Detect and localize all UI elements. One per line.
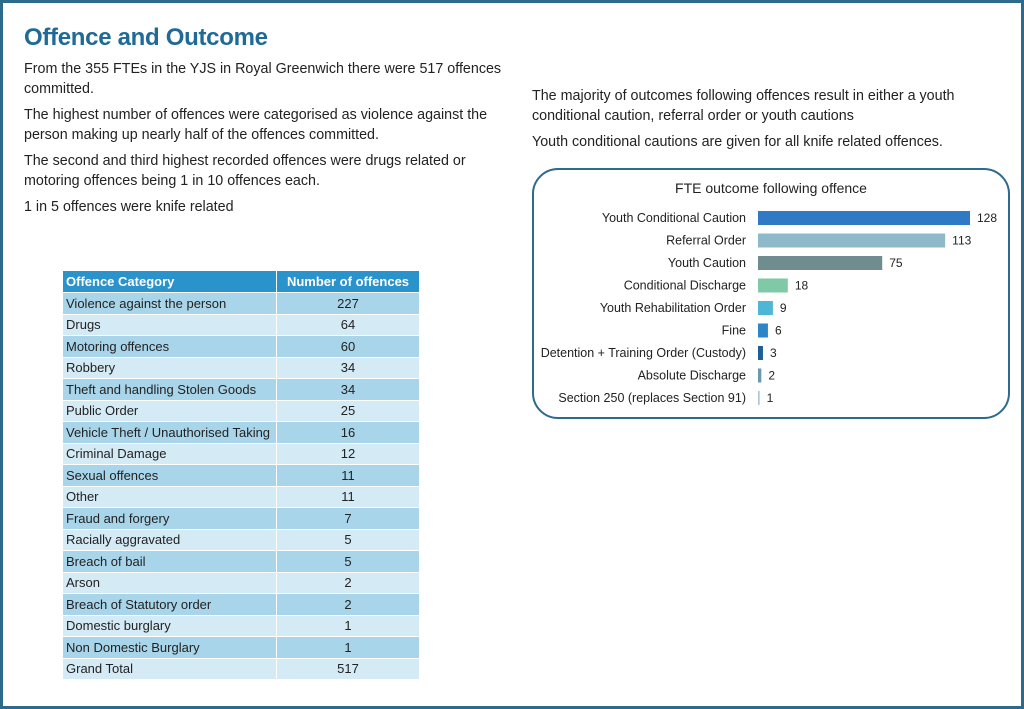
offence-category-cell: Non Domestic Burglary [62,636,277,659]
offence-count-cell: 25 [276,399,420,422]
table-row: Domestic burglary 1 [62,614,420,637]
table-row: Theft and handling Stolen Goods 34 [62,378,420,401]
offence-count-cell: 227 [276,292,420,315]
offence-category-cell: Robbery [62,356,277,379]
offence-category-cell: Fraud and forgery [62,507,277,530]
offence-category-cell: Arson [62,571,277,594]
chart-bar [758,256,883,270]
drugs-motoring-paragraph: The second and third highest recorded of… [24,153,466,189]
offence-category-cell: Theft and handling Stolen Goods [62,378,277,401]
chart-category-label: Youth Rehabilitation Order [600,301,746,315]
table-row: Breach of bail 5 [62,550,420,573]
table-row: Other 11 [62,485,420,508]
table-row: Vehicle Theft / Unauthorised Taking 16 [62,421,420,444]
chart-bar [758,301,773,315]
offence-count-cell: 11 [276,485,420,508]
cautions-paragraph: Youth conditional cautions are given for… [532,134,943,150]
offence-count-cell: 64 [276,313,420,336]
offence-category-cell: Vehicle Theft / Unauthorised Taking [62,421,277,444]
offence-count-cell: 2 [276,593,420,616]
offence-category-cell: Public Order [62,399,277,422]
table-row: Grand Total 517 [62,657,420,680]
chart-bar [758,368,762,383]
table-row: Robbery 34 [62,356,420,379]
chart-data-label: 128 [977,211,997,225]
chart-bar [758,391,760,405]
offence-count-cell: 1 [276,614,420,637]
offence-category-cell: Sexual offences [62,464,277,487]
table-row: Criminal Damage 12 [62,442,420,465]
offence-category-cell: Violence against the person [62,292,277,315]
chart-bar [758,323,768,338]
violence-paragraph: The highest number of offences were cate… [24,107,488,143]
outcomes-paragraph: The majority of outcomes following offen… [532,88,955,124]
offence-count-cell: 517 [276,657,420,680]
chart-data-label: 75 [889,256,903,270]
offence-category-cell: Racially aggravated [62,528,277,551]
chart-category-label: Referral Order [666,234,746,248]
chart-category-label: Conditional Discharge [624,279,746,293]
chart-category-label: Youth Conditional Caution [602,211,746,225]
offence-category-cell: Motoring offences [62,335,277,358]
offence-category-cell: Breach of Statutory order [62,593,277,616]
chart-category-label: Absolute Discharge [638,369,746,383]
chart-category-label: Section 250 (replaces Section 91) [558,391,746,405]
table-row: Sexual offences 11 [62,464,420,487]
offence-count-cell: 16 [276,421,420,444]
offence-category-cell: Drugs [62,313,277,336]
chart-title: FTE outcome following offence [675,180,867,196]
table-header-row: Offence Category Number of offences [62,270,420,293]
page-title: Offence and Outcome [24,24,268,51]
offence-count-cell: 11 [276,464,420,487]
table-row: Public Order 25 [62,399,420,422]
offence-category-cell: Breach of bail [62,550,277,573]
intro-paragraph: From the 355 FTEs in the YJS in Royal Gr… [24,61,502,97]
chart-data-label: 3 [770,346,777,360]
chart-category-label: Detention + Training Order (Custody) [541,346,746,360]
offence-count-cell: 5 [276,550,420,573]
chart-data-label: 2 [768,369,775,383]
offence-category-cell: Domestic burglary [62,614,277,637]
table-row: Drugs 64 [62,313,420,336]
offence-table: Offence Category Number of offences Viol… [62,270,420,680]
chart-data-label: 9 [780,301,787,315]
knife-paragraph: 1 in 5 offences were knife related [24,199,234,215]
outcome-chart: FTE outcome following offence Youth Cond… [532,168,1010,419]
table-row: Violence against the person 227 [62,292,420,315]
offence-category-cell: Other [62,485,277,508]
chart-data-label: 6 [775,324,782,338]
table-row: Arson 2 [62,571,420,594]
offence-count-cell: 34 [276,378,420,401]
chart-bar [758,233,946,248]
table-row: Non Domestic Burglary 1 [62,636,420,659]
offence-count-cell: 2 [276,571,420,594]
table-row: Racially aggravated 5 [62,528,420,551]
outcome-chart-svg: Youth Conditional Caution 128 Referral Ord… [541,211,997,405]
table-row: Fraud and forgery 7 [62,507,420,530]
offence-table-body: Violence against the person 227 Drugs 64 Mot… [62,292,420,680]
chart-data-label: 113 [952,234,971,248]
offence-category-cell: Criminal Damage [62,442,277,465]
offence-count-cell: 7 [276,507,420,530]
chart-data-label: 18 [795,279,809,293]
header-number-of-offences: Number of offences [276,270,420,293]
offence-count-cell: 12 [276,442,420,465]
chart-bar [758,211,970,225]
header-offence-category: Offence Category [62,270,277,293]
offence-count-cell: 34 [276,356,420,379]
table-row: Motoring offences 60 [62,335,420,358]
chart-bar [758,346,763,360]
chart-category-label: Youth Caution [668,256,746,270]
offence-category-cell: Grand Total [62,657,277,680]
chart-category-label: Fine [722,324,746,338]
chart-data-label: 1 [767,391,774,405]
table-row: Breach of Statutory order 2 [62,593,420,616]
offence-count-cell: 60 [276,335,420,358]
offence-count-cell: 1 [276,636,420,659]
chart-bar [758,278,788,293]
offence-count-cell: 5 [276,528,420,551]
